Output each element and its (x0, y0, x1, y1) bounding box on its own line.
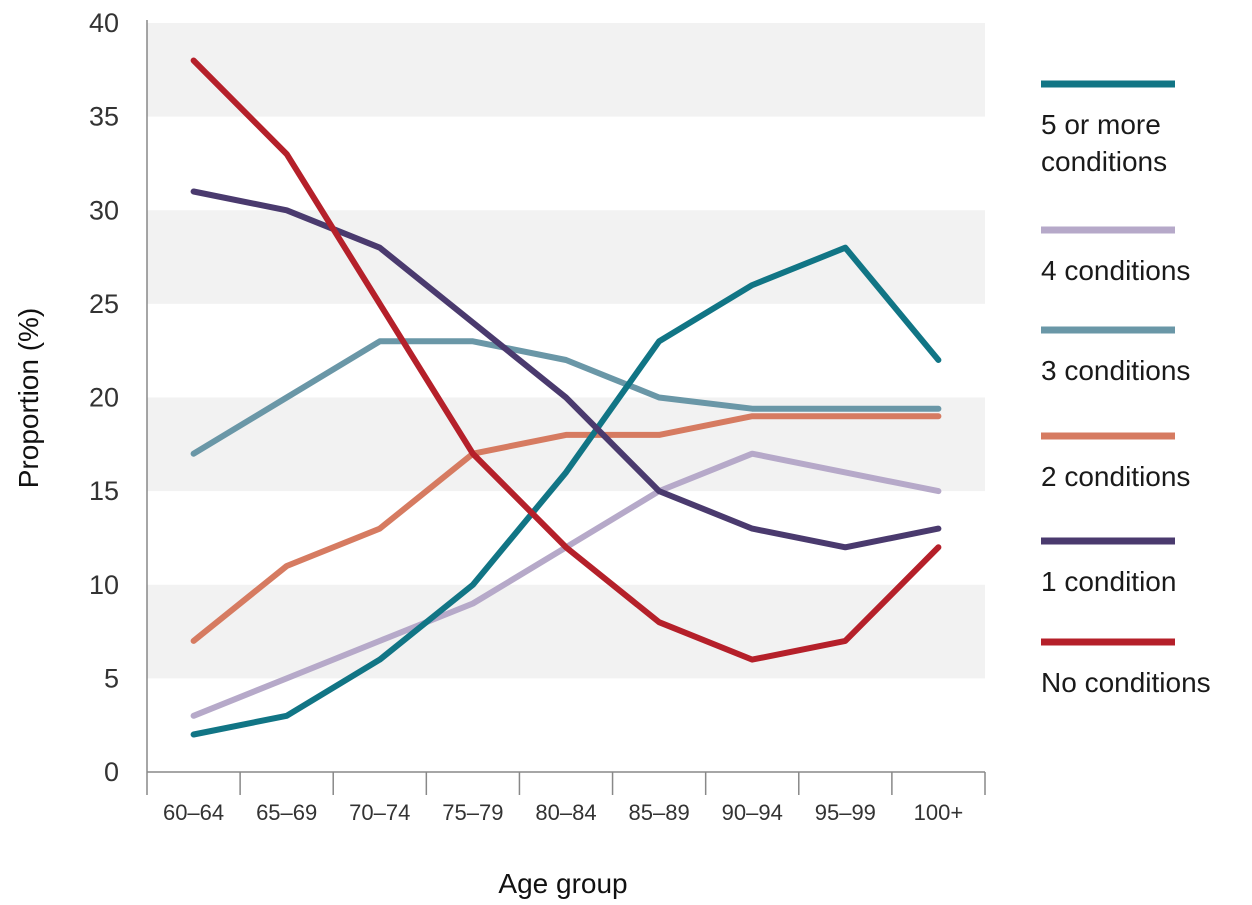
series-line-2-conditions (190, 413, 942, 644)
legend-label: No conditions (1041, 667, 1211, 698)
x-tick-label: 75–79 (442, 800, 503, 825)
series-line-1-condition (190, 188, 942, 551)
x-tick-label: 100+ (914, 800, 964, 825)
y-axis-title: Proportion (%) (13, 308, 44, 489)
y-tick-label: 15 (89, 476, 119, 506)
legend: 5 or more conditions 4 conditions 3 conditi… (1041, 80, 1211, 698)
axes (146, 20, 985, 773)
x-tick-label: 70–74 (349, 800, 410, 825)
x-tick-label: 80–84 (535, 800, 596, 825)
x-tick-label: 65–69 (256, 800, 317, 825)
legend-item: 5 or more conditions (1041, 80, 1175, 177)
y-tick-label: 0 (104, 757, 119, 787)
grid-band (147, 584, 985, 679)
y-tick-label: 25 (89, 289, 119, 319)
x-tick-label: 85–89 (629, 800, 690, 825)
legend-item: 3 conditions (1041, 326, 1190, 386)
legend-label: 3 conditions (1041, 355, 1190, 386)
y-tick-label: 30 (89, 195, 119, 225)
legend-label: 5 or more (1041, 109, 1161, 140)
grid-band (147, 210, 985, 304)
x-axis-title: Age group (498, 868, 627, 899)
series-lines (190, 57, 942, 738)
y-tick-label: 35 (89, 102, 119, 132)
x-tick-label: 90–94 (722, 800, 783, 825)
y-tick-label: 10 (89, 570, 119, 600)
legend-label: 4 conditions (1041, 255, 1190, 286)
legend-item: No conditions (1041, 638, 1211, 698)
y-axis-ticks: 0 5 10 15 20 25 30 35 40 (89, 8, 119, 787)
grid-bands (147, 23, 985, 679)
y-tick-label: 40 (89, 8, 119, 38)
legend-item: 4 conditions (1041, 226, 1190, 286)
legend-label: conditions (1041, 146, 1167, 177)
x-tick-label: 95–99 (815, 800, 876, 825)
x-axis-ticks: 60–64 65–69 70–74 75–79 80–84 85–89 90–94 95–99… (146, 772, 986, 825)
y-tick-label: 20 (89, 383, 119, 413)
x-tick-label: 60–64 (163, 800, 224, 825)
legend-label: 2 conditions (1041, 461, 1190, 492)
series-line-3-conditions (190, 338, 942, 457)
grid-band (147, 23, 985, 117)
legend-item: 2 conditions (1041, 432, 1190, 492)
series-line-no-conditions (190, 57, 942, 663)
legend-label: 1 condition (1041, 566, 1176, 597)
legend-item: 1 condition (1041, 537, 1176, 597)
series-line-5-or-more-conditions (190, 244, 942, 738)
y-tick-label: 5 (104, 663, 119, 693)
